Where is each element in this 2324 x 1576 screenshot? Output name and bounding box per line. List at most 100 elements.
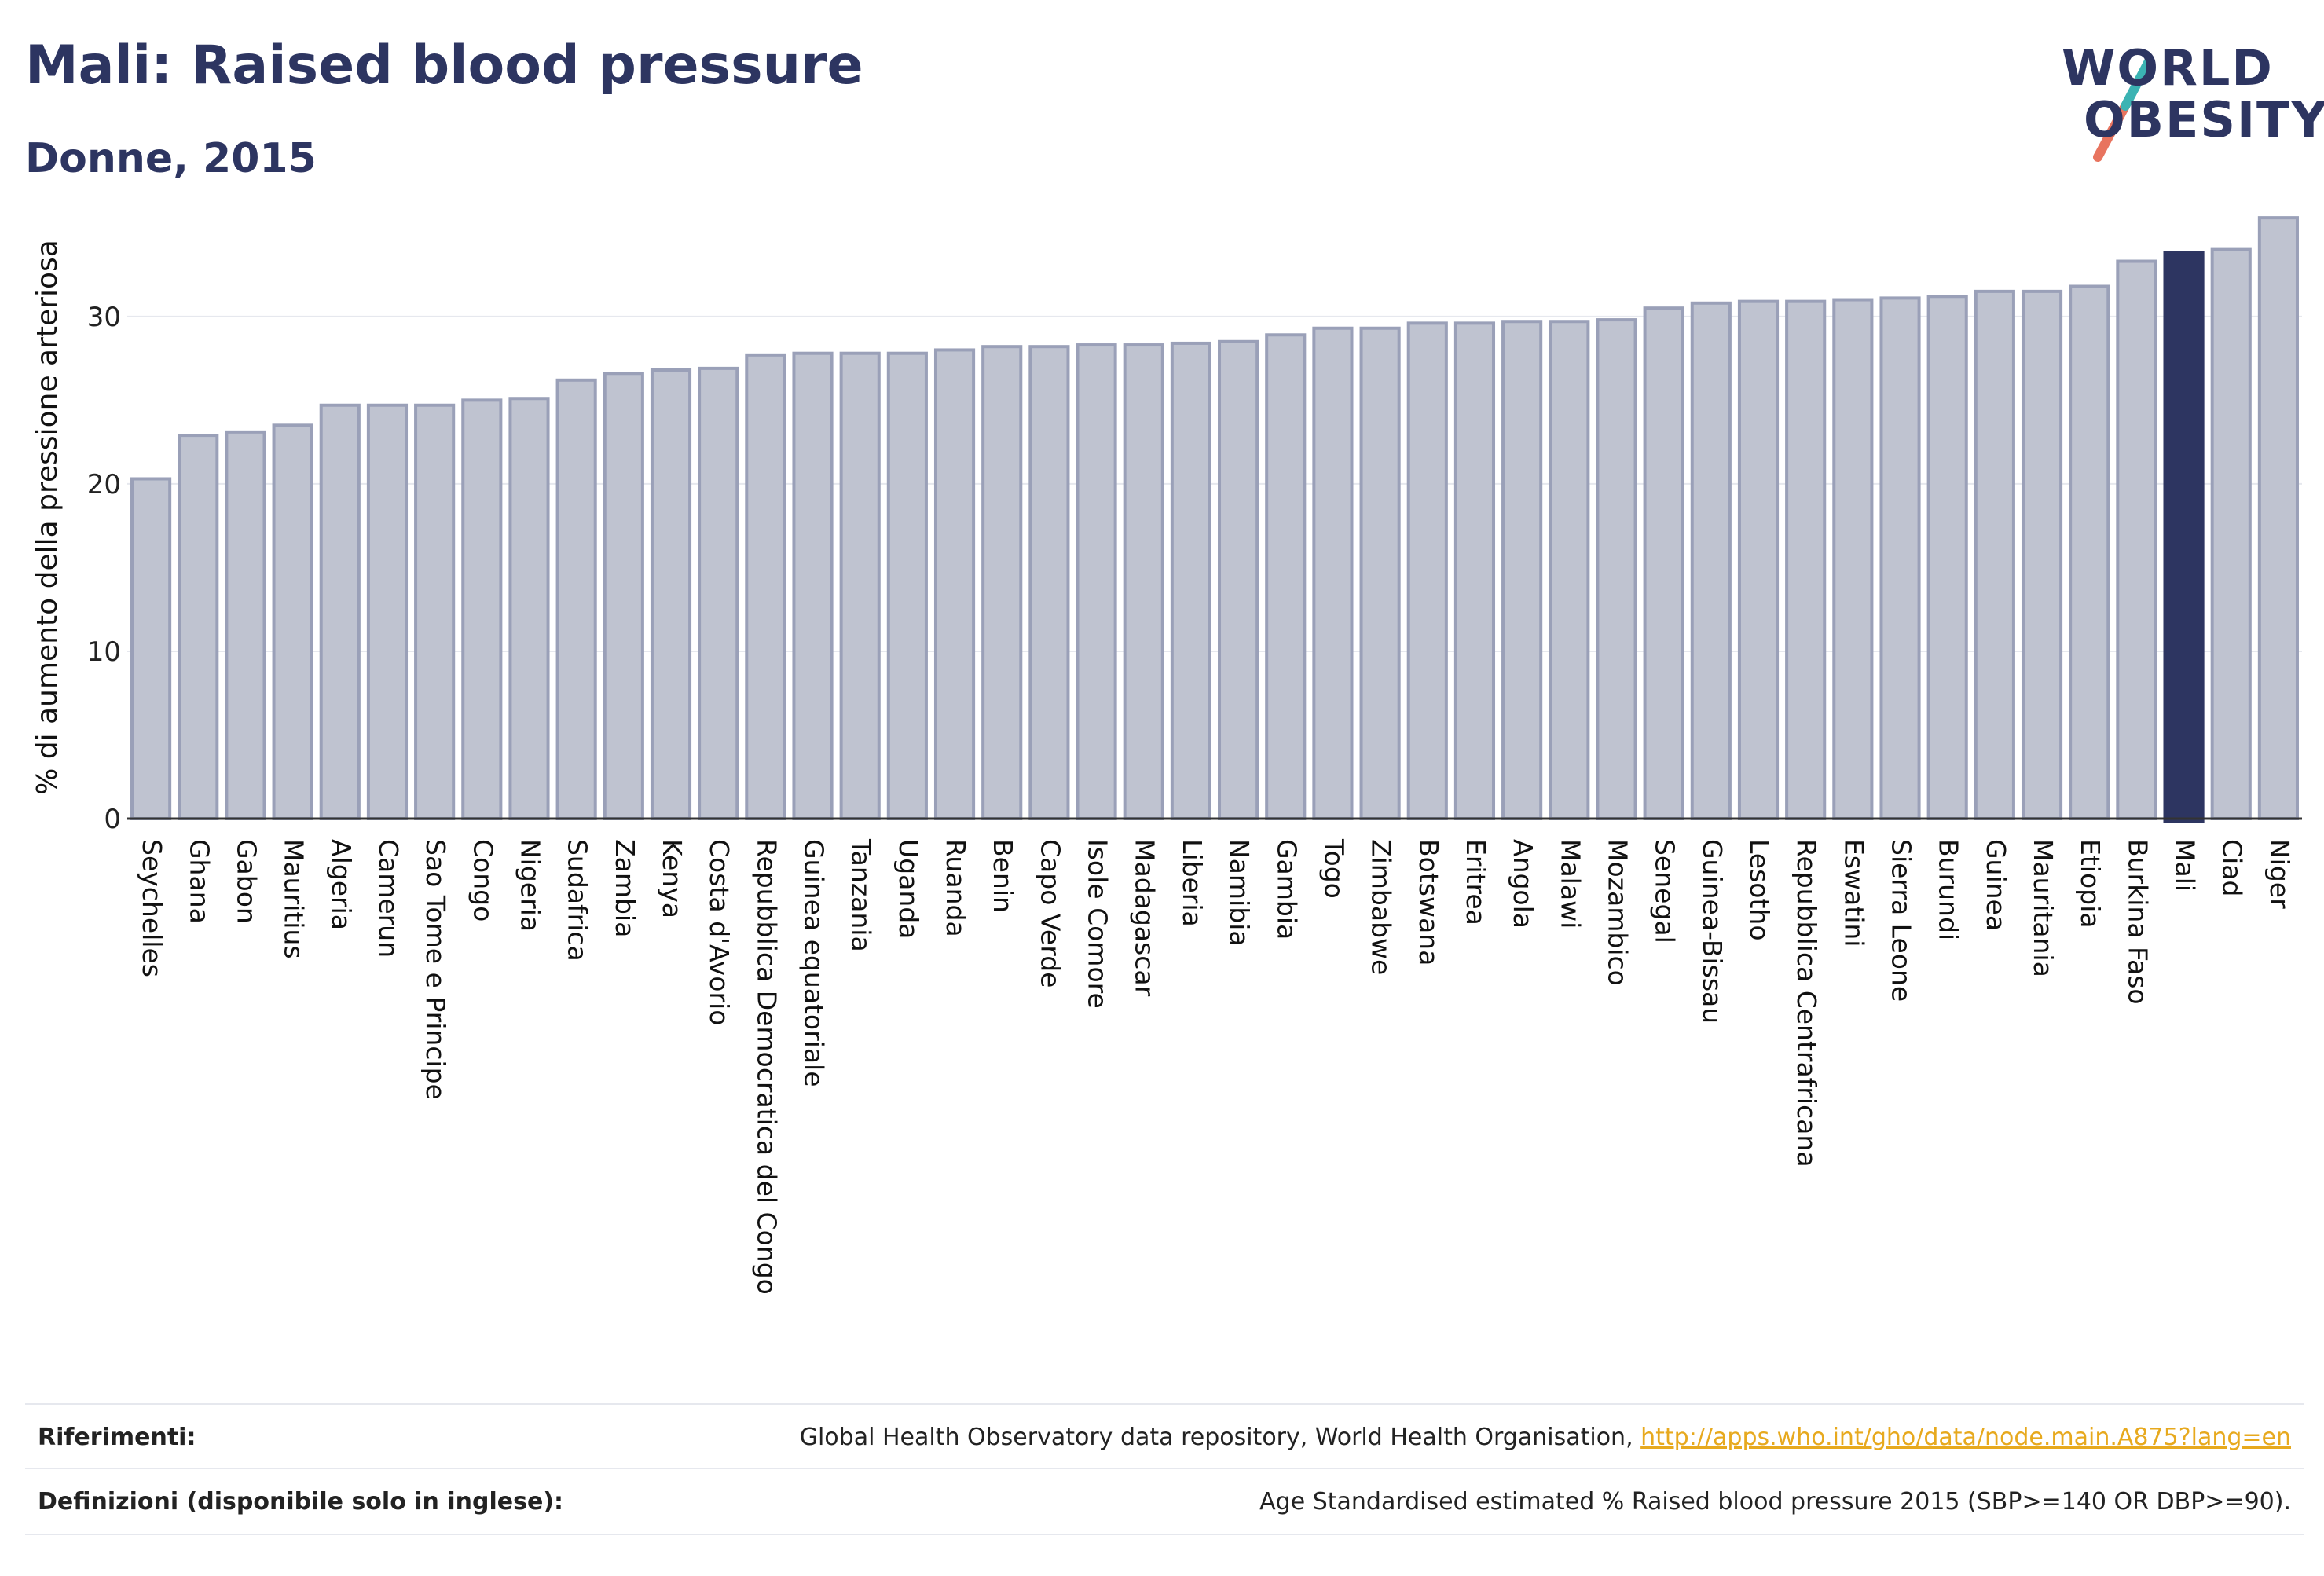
bar-eritrea xyxy=(1453,321,1496,821)
bar-costa-d-avorio xyxy=(698,366,739,820)
bar-ruanda xyxy=(933,348,976,820)
x-tick-label: Zimbabwe xyxy=(1366,839,1397,975)
bar-guinea xyxy=(1974,289,2015,820)
bar-isole-comore xyxy=(1076,343,1117,820)
bar-namibia xyxy=(1218,339,1259,820)
bar-sao-tome-e-principe xyxy=(414,403,456,820)
bar-benin xyxy=(981,345,1023,820)
bar-lesotho xyxy=(1737,299,1780,820)
x-tick-label: Ciad xyxy=(2217,839,2248,896)
bar-burundi xyxy=(1926,295,1968,820)
x-tick-label: Gambia xyxy=(1271,839,1302,940)
bar-mauritius xyxy=(272,423,313,820)
x-tick-label: Mauritania xyxy=(2028,839,2058,977)
bar-capo-verde xyxy=(1028,345,1070,820)
bar-zambia xyxy=(603,372,644,820)
bar-tanzania xyxy=(839,351,881,820)
x-tick-label: Mozambico xyxy=(1602,839,1633,986)
y-tick-labels: 0 10 20 30 xyxy=(87,302,121,835)
definitions-label: Definizioni (disponibile solo in inglese… xyxy=(38,1488,563,1516)
y-tick-label: 10 xyxy=(87,636,121,668)
x-tick-label: Lesotho xyxy=(1744,839,1775,941)
logo-text-obesity: OBESITY xyxy=(2084,91,2324,148)
logo-text-world: WORLD xyxy=(2062,39,2274,97)
x-tick-label: Guinea-Bissau xyxy=(1697,839,1728,1024)
bar-madagascar xyxy=(1123,343,1164,820)
bar-zimbabwe xyxy=(1359,326,1401,821)
bar-uganda xyxy=(886,351,928,820)
x-tick-label: Eswatini xyxy=(1838,839,1869,947)
x-tick-label: Uganda xyxy=(893,839,924,939)
x-tick-label: Seychelles xyxy=(137,839,167,977)
bar-guinea-bissau xyxy=(1690,301,1732,820)
x-tick-label: Repubblica Democratica del Congo xyxy=(751,839,782,1295)
definitions-value: Age Standardised estimated % Raised bloo… xyxy=(1259,1488,2291,1516)
bar-repubblica-centrafricana xyxy=(1785,299,1827,820)
x-tick-label: Burundi xyxy=(1934,839,1964,940)
x-tick-label: Nigeria xyxy=(515,839,545,932)
world-obesity-logo: WORLD OBESITY xyxy=(2051,31,2324,173)
x-tick-label: Algeria xyxy=(326,839,357,930)
references-value: Global Health Observatory data repositor… xyxy=(800,1424,2291,1451)
y-axis-label: % di aumento della pressione arteriosa xyxy=(31,240,64,795)
bar-mauritania xyxy=(2021,289,2063,820)
x-tick-label: Angola xyxy=(1508,839,1538,929)
y-tick-label: 20 xyxy=(87,469,121,500)
x-tick-label: Sierra Leone xyxy=(1886,839,1917,1002)
bar-kenya xyxy=(650,368,692,820)
bar-repubblica-democratica-del-congo xyxy=(745,353,786,820)
x-tick-label: Congo xyxy=(467,839,498,922)
y-tick-label: 30 xyxy=(87,302,121,333)
x-tick-label: Repubblica Centrafricana xyxy=(1791,839,1822,1167)
x-tick-label: Capo Verde xyxy=(1035,839,1065,988)
x-tick-label: Eritrea xyxy=(1461,839,1491,925)
bar-angola xyxy=(1501,320,1543,821)
bar-seychelles xyxy=(130,477,172,820)
bar-guinea-equatoriale xyxy=(792,351,834,820)
bar-ghana xyxy=(178,434,219,820)
references-row: Riferimenti: Global Health Observatory d… xyxy=(25,1403,2304,1469)
x-tick-label: Camerun xyxy=(373,839,404,958)
x-tick-label: Guinea equatoriale xyxy=(799,839,830,1087)
bar-senegal xyxy=(1643,306,1684,820)
logo-slash-icon xyxy=(2093,57,2154,162)
x-tick-label: Tanzania xyxy=(846,838,877,952)
bar-liberia xyxy=(1170,341,1211,820)
bar-botswana xyxy=(1406,321,1448,821)
x-tick-label: Malawi xyxy=(1555,839,1585,929)
bar-gabon xyxy=(225,430,266,820)
bar-sierra-leone xyxy=(1879,296,1921,820)
x-tick-label: Kenya xyxy=(657,839,687,918)
bar-mozambico xyxy=(1596,318,1637,821)
x-tick-label: Costa d'Avorio xyxy=(704,839,735,1025)
page-title: Mali: Raised blood pressure xyxy=(25,35,863,97)
bar-mali xyxy=(2163,251,2205,824)
x-tick-label: Togo xyxy=(1318,838,1349,899)
bar-gambia xyxy=(1265,333,1307,820)
x-tick-label: Niger xyxy=(2264,839,2295,909)
x-tick-label: Zambia xyxy=(610,839,640,937)
bar-congo xyxy=(461,398,503,821)
x-tick-label: Namibia xyxy=(1224,839,1255,947)
bar-etiopia xyxy=(2069,284,2110,820)
x-tick-label: Mauritius xyxy=(279,839,310,959)
references-link[interactable]: http://apps.who.int/gho/data/node.main.A… xyxy=(1640,1424,2291,1451)
page-subtitle: Donne, 2015 xyxy=(25,135,317,182)
bar-sudafrica xyxy=(555,378,597,820)
x-tick-label: Ghana xyxy=(184,839,214,924)
bar-niger xyxy=(2257,216,2299,820)
bar-malawi xyxy=(1549,320,1590,821)
x-tick-labels: Seychelles Ghana Gabon Mauritius Algeria Came… xyxy=(137,838,2295,1295)
bar-chart: 0 10 20 30 Seychelles Ghana Gabon Mauritius Alg… xyxy=(31,216,2302,1295)
bar-algeria xyxy=(319,403,361,820)
bar-ciad xyxy=(2210,247,2252,821)
references-label: Riferimenti: xyxy=(38,1424,196,1451)
x-tick-label: Benin xyxy=(988,839,1018,913)
x-tick-label: Senegal xyxy=(1650,839,1681,944)
x-tick-label: Sao Tome e Principe xyxy=(420,839,451,1100)
x-tick-label: Madagascar xyxy=(1130,839,1160,997)
bar-camerun xyxy=(366,403,409,820)
x-tick-label: Botswana xyxy=(1413,839,1444,966)
bar-nigeria xyxy=(508,397,550,821)
definitions-row: Definizioni (disponibile solo in inglese… xyxy=(25,1468,2304,1535)
